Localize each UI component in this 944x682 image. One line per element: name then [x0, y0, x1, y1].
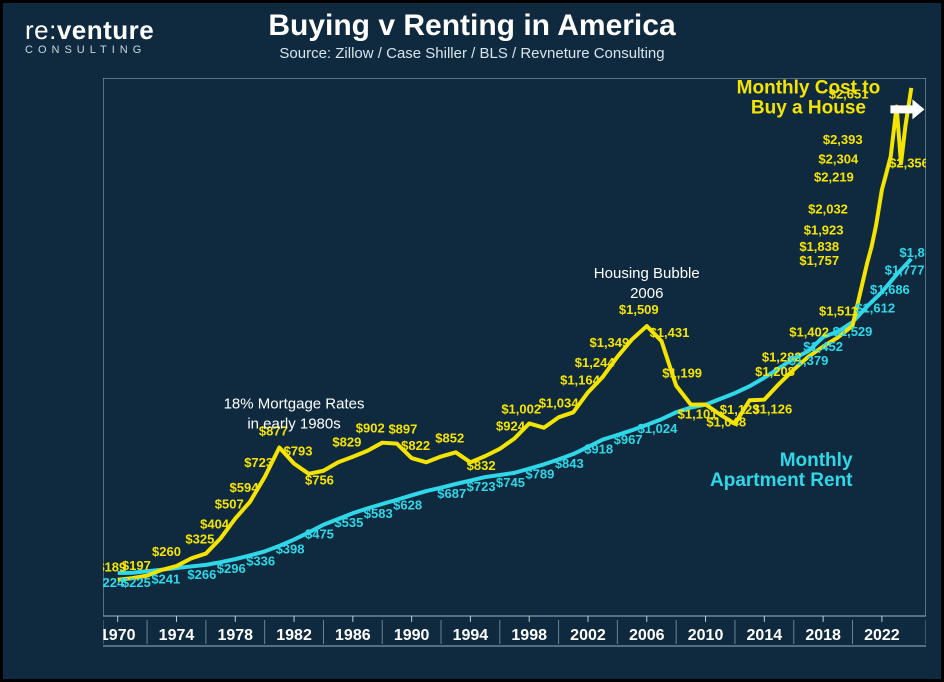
x-tick-label: 2006 [629, 627, 665, 644]
rent-data-label: $241 [151, 572, 180, 587]
rent-data-label: $1,024 [638, 421, 679, 436]
x-tick-label: 1978 [217, 627, 253, 644]
buy-data-label: $404 [200, 516, 230, 531]
buy-data-label: $2,032 [808, 202, 848, 217]
buy-data-label: $1,509 [619, 302, 659, 317]
buy-data-label: $1,349 [589, 335, 629, 350]
buy-data-label: $507 [215, 497, 244, 512]
svg-text:in early 1980s: in early 1980s [247, 415, 340, 432]
buy-data-label: $2,304 [818, 151, 859, 166]
buy-data-label: $1,164 [560, 372, 601, 387]
buy-data-label: $1,757 [799, 253, 839, 268]
x-tick-label: 1970 [103, 627, 136, 644]
buy-data-label: $756 [305, 473, 334, 488]
svg-text:18% Mortgage Rates: 18% Mortgage Rates [224, 395, 365, 412]
buy-data-label: $1,199 [662, 366, 702, 381]
buy-data-label: $1,838 [799, 239, 839, 254]
annotation-rent-label: MonthlyApartment Rent [710, 450, 853, 491]
buy-data-label: $2,219 [814, 170, 854, 185]
buy-data-label: $793 [284, 444, 313, 459]
svg-text:Apartment Rent: Apartment Rent [710, 470, 853, 491]
buy-data-label: $1,034 [539, 395, 580, 410]
annotation-bubble: Housing Bubble 2006 [594, 265, 700, 302]
buy-data-label: $723 [244, 455, 273, 470]
buy-data-label: $1,431 [650, 325, 690, 340]
rent-data-label: $475 [305, 527, 334, 542]
x-tick-label: 2014 [747, 627, 783, 644]
buy-data-label: $1,402 [789, 325, 829, 340]
buy-data-label: $924 [496, 418, 526, 433]
rent-data-label: $789 [525, 466, 554, 481]
buy-data-label: $1,126 [752, 402, 792, 417]
chart-plot: $0$500$1,000$1,500$2,000$2,500Cost to BU… [103, 78, 926, 648]
chart-title: Buying v Renting in America [3, 9, 941, 43]
buy-data-label: $852 [435, 430, 464, 445]
buy-data-label: $197 [122, 558, 151, 573]
buy-data-label: $1,511 [819, 304, 858, 319]
buy-data-label: $325 [185, 532, 214, 547]
rent-data-label: $687 [437, 486, 466, 501]
x-tick-label: 1994 [453, 627, 489, 644]
x-tick-label: 1990 [394, 627, 430, 644]
rent-data-label: $745 [496, 475, 525, 490]
buy-data-label: $822 [401, 438, 430, 453]
buy-data-label: $1,002 [501, 401, 541, 416]
rent-data-label: $1,686 [870, 282, 910, 297]
buy-data-label: $2,356 [889, 155, 926, 170]
buy-data-label: $902 [356, 421, 385, 436]
buy-data-label: $1,244 [575, 355, 616, 370]
buy-data-label: $897 [388, 422, 417, 437]
rent-data-label: $266 [187, 567, 216, 582]
svg-text:Buy a House: Buy a House [751, 97, 866, 118]
rent-data-label: $628 [393, 497, 422, 512]
svg-text:2006: 2006 [630, 285, 663, 302]
buy-data-label: $2,393 [823, 132, 863, 147]
chart-source: Source: Zillow / Case Shiller / BLS / Re… [3, 45, 941, 62]
rent-data-label: $1,612 [855, 300, 895, 315]
rent-data-label: $583 [364, 506, 393, 521]
rent-data-label: $296 [217, 561, 246, 576]
rent-data-label: $535 [334, 515, 363, 530]
x-tick-label: 1974 [159, 627, 195, 644]
rent-data-label: $1,859 [899, 245, 926, 260]
svg-text:Housing Bubble: Housing Bubble [594, 265, 700, 282]
rent-data-label: $1,777 [885, 263, 925, 278]
rent-data-label: $843 [555, 456, 584, 471]
x-tick-label: 1998 [511, 627, 547, 644]
x-tick-label: 2010 [688, 627, 724, 644]
rent-data-label: $225 [122, 575, 151, 590]
buy-data-label: $829 [332, 435, 361, 450]
x-tick-label: 2022 [864, 627, 900, 644]
svg-text:Monthly Cost to: Monthly Cost to [737, 78, 881, 98]
rent-data-label: $1,379 [789, 353, 829, 368]
rent-data-label: $723 [467, 479, 496, 494]
buy-data-label: $832 [467, 458, 496, 473]
chart-container: re:venture CONSULTING Buying v Renting i… [0, 0, 944, 682]
rent-data-label: $1,452 [803, 339, 843, 354]
x-tick-label: 2018 [805, 627, 841, 644]
buy-data-label: $1,923 [804, 223, 844, 238]
x-tick-label: 1982 [276, 627, 312, 644]
x-tick-label: 1986 [335, 627, 371, 644]
annotation-buy-label: Monthly Cost toBuy a House [737, 78, 925, 119]
svg-text:Monthly: Monthly [780, 450, 853, 471]
x-tick-label: 2002 [570, 627, 606, 644]
buy-data-label: $594 [230, 480, 260, 495]
rent-data-label: $1,529 [833, 324, 873, 339]
annotation-mortgage: 18% Mortgage Rates in early 1980s [224, 395, 365, 432]
buy-data-label: $260 [152, 544, 181, 559]
rent-data-label: $336 [246, 553, 275, 568]
rent-data-label: $918 [584, 442, 613, 457]
rent-data-label: $398 [276, 542, 305, 557]
